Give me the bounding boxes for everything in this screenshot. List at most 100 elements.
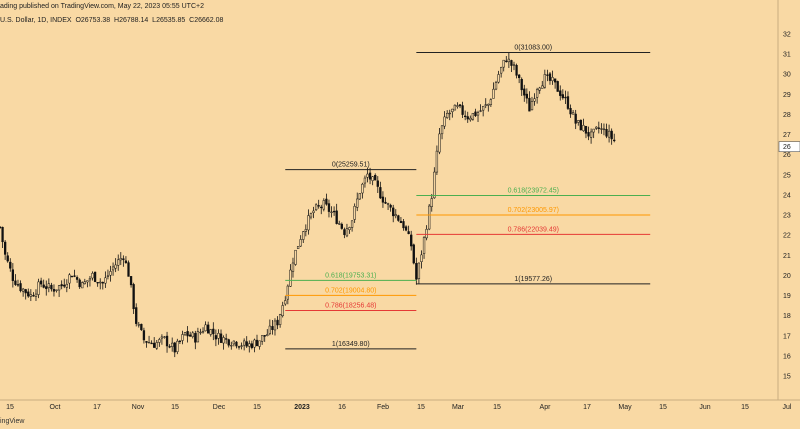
candle-body: [430, 198, 433, 207]
candle-body: [417, 262, 421, 280]
candle-body: [600, 128, 603, 130]
candle-body: [63, 284, 66, 287]
candle-body: [127, 262, 130, 277]
candle-body: [517, 74, 521, 79]
candle-body: [461, 105, 464, 115]
candle-body: [173, 342, 176, 353]
candle-body: [356, 198, 359, 208]
fib-level-label: 0(25259.51): [332, 162, 370, 169]
candle-body: [243, 340, 246, 346]
candle-body: [592, 128, 595, 133]
candle-body: [276, 319, 279, 326]
candle-body: [602, 128, 606, 131]
y-tick-label: 29: [783, 92, 791, 99]
candle-body: [52, 289, 56, 292]
candle-body: [520, 78, 523, 91]
candle-body: [589, 131, 593, 138]
candle-body: [86, 280, 89, 283]
fib-level-label: 1(16349.80): [332, 341, 370, 348]
y-tick-label: 32: [783, 32, 791, 39]
candle-body: [258, 340, 261, 347]
candle-body: [569, 108, 572, 115]
candle-body: [191, 332, 194, 337]
candle-body: [512, 64, 516, 66]
candle-body: [582, 125, 585, 132]
candle-body: [353, 206, 356, 220]
y-tick-label: 30: [783, 72, 791, 79]
y-tick-label: 24: [783, 192, 791, 199]
candle-body: [284, 300, 287, 305]
candle-body: [83, 281, 86, 285]
candle-body: [559, 90, 562, 96]
candle-body: [530, 101, 534, 111]
candle-body: [325, 198, 328, 205]
candle-body: [163, 336, 166, 338]
candle-body: [248, 343, 251, 347]
candle-body: [91, 272, 94, 279]
candle-body: [129, 276, 133, 286]
candle-body: [422, 237, 426, 254]
candle-body: [140, 323, 143, 331]
candle-body: [579, 119, 582, 131]
candle-body: [338, 223, 341, 225]
x-tick-label: May: [618, 404, 632, 411]
candle-body: [11, 269, 14, 281]
candle-body: [574, 113, 577, 124]
y-tick-label: 22: [783, 233, 791, 240]
symbol-ohlc-line: U.S. Dollar, 1D, INDEX O26753.38 H26788.…: [0, 17, 223, 24]
candle-body: [595, 126, 598, 129]
candle-body: [489, 99, 493, 105]
candle-body: [201, 331, 205, 333]
candle-body: [302, 231, 305, 240]
candle-body: [186, 331, 189, 337]
candle-body: [497, 74, 500, 83]
fib-set-1: 0(25259.51) 0.618(19753.31) 0.702(19004.80…: [285, 162, 417, 350]
candle-body: [199, 331, 202, 334]
candle-body: [448, 112, 451, 115]
x-tick-label: 15: [253, 404, 261, 411]
tradingview-brand: ingView: [0, 418, 25, 425]
candle-body: [392, 207, 395, 217]
ohlc-high: H26788.14: [114, 17, 149, 24]
candle-body: [278, 314, 282, 325]
x-tick-label: 15: [171, 404, 179, 411]
candle-body: [183, 332, 187, 336]
candle-body: [446, 112, 449, 118]
candle-body: [312, 210, 315, 213]
candle-body: [109, 271, 112, 276]
candle-body: [39, 280, 43, 285]
candle-body: [111, 266, 115, 271]
candle-body: [476, 112, 480, 116]
candle-body: [32, 295, 35, 297]
candle-body: [1, 226, 4, 243]
candle-body: [584, 125, 588, 134]
symbol-name: U.S. Dollar, 1D, INDEX: [0, 17, 72, 24]
candle-body: [160, 336, 164, 339]
candle-body: [407, 231, 410, 235]
candle-body: [469, 117, 472, 121]
candle-body: [42, 284, 45, 288]
candle-body: [443, 116, 446, 127]
fib-level-label: 0.618(23972.45): [508, 187, 559, 194]
candle-body: [88, 278, 92, 281]
candle-body: [104, 277, 107, 284]
candle-body: [114, 264, 117, 269]
candle-body: [178, 340, 182, 343]
y-tick-label: 16: [783, 353, 791, 360]
candle-body: [294, 249, 297, 265]
candle-body: [34, 293, 38, 297]
candle-body: [335, 210, 338, 224]
candle-body: [397, 215, 400, 221]
candle-body: [533, 98, 536, 102]
candle-body: [119, 258, 122, 261]
candle-body: [207, 324, 210, 334]
candle-body: [358, 193, 361, 200]
candle-body: [399, 220, 403, 224]
candle-body: [412, 244, 415, 264]
x-tick-label: 15: [6, 404, 14, 411]
candle-body: [168, 346, 171, 348]
candle-body: [273, 320, 277, 331]
y-tick-label: 21: [783, 253, 791, 260]
candle-body: [263, 335, 266, 337]
